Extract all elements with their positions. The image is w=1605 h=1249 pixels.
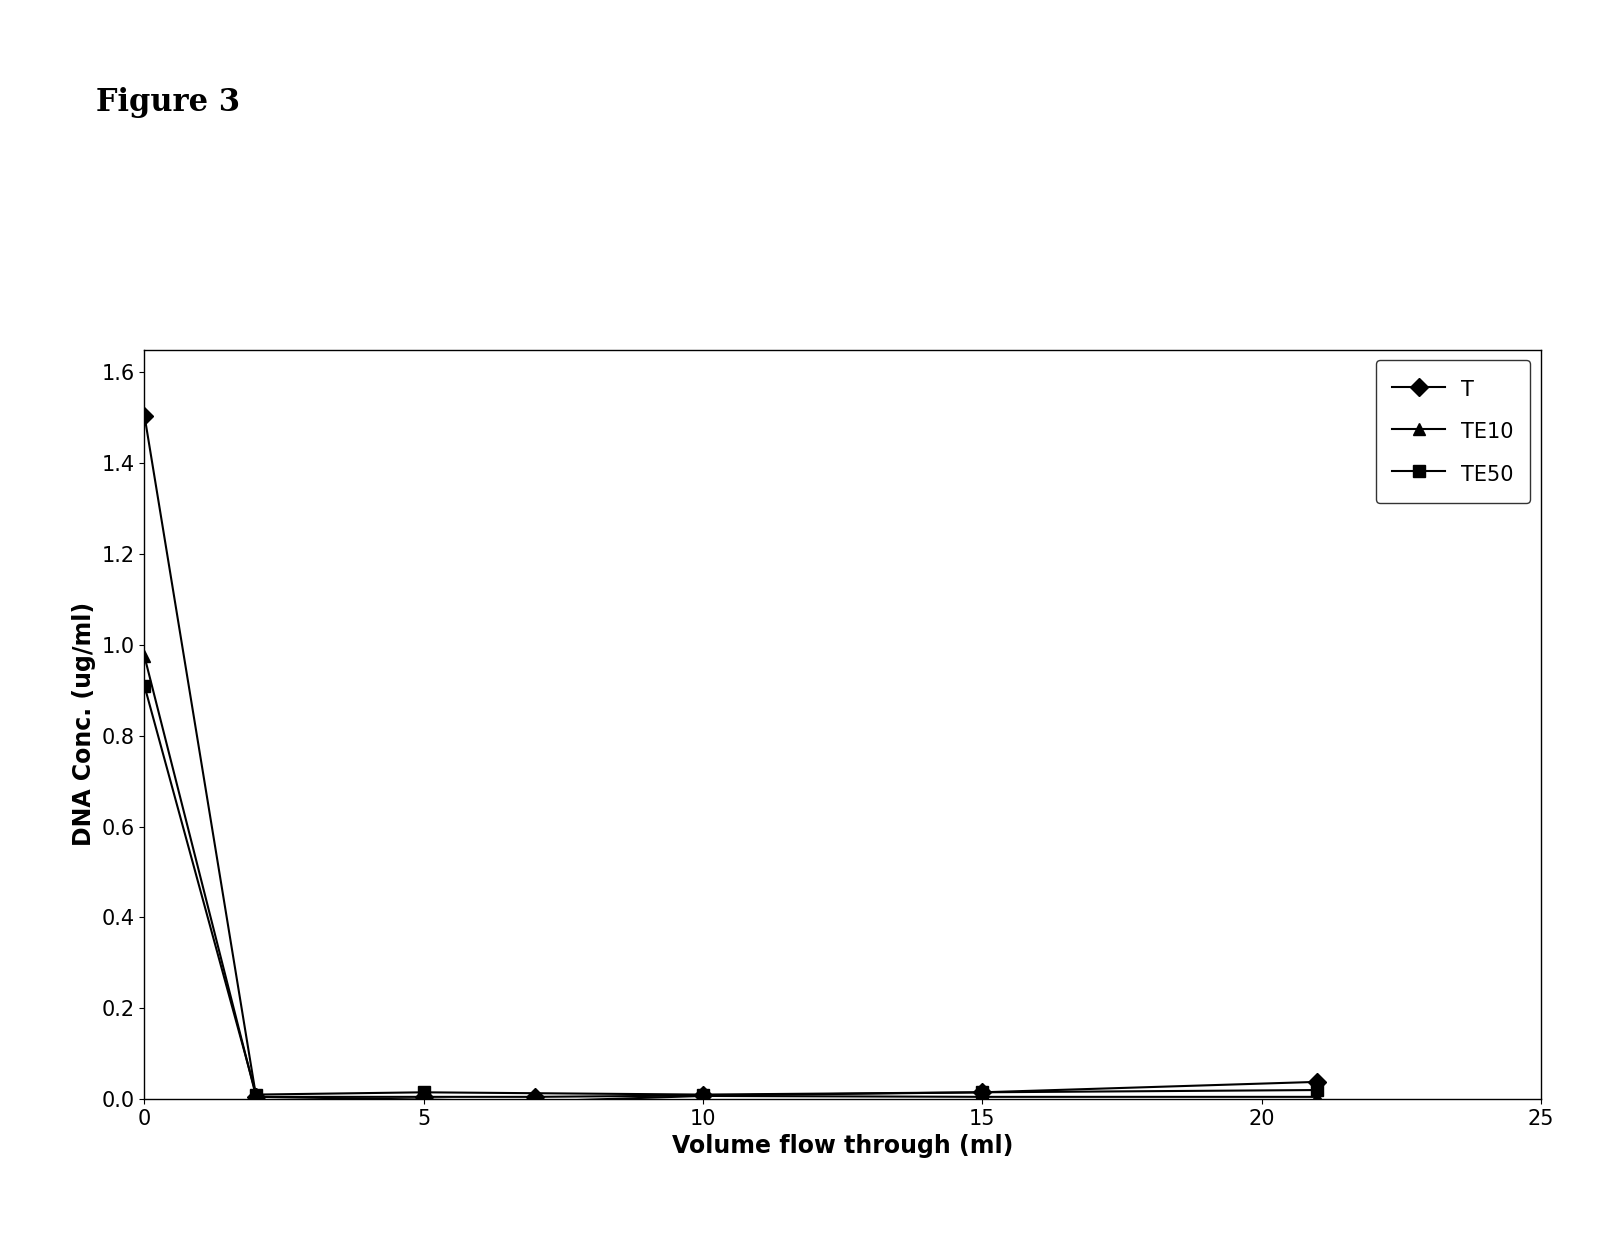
- TE10: [135, 648, 154, 663]
- Line: TE10: TE10: [138, 649, 1324, 1108]
- TE50: [693, 1087, 713, 1102]
- Text: Figure 3: Figure 3: [96, 87, 241, 119]
- TE50: [135, 678, 154, 693]
- X-axis label: Volume flow through (ml): Volume flow through (ml): [672, 1134, 1013, 1158]
- TE10: [526, 1094, 546, 1109]
- TE10: [247, 1089, 266, 1104]
- TE10: [1308, 1089, 1327, 1104]
- T: [247, 1089, 266, 1104]
- T: [526, 1089, 546, 1104]
- Y-axis label: DNA Conc. (ug/ml): DNA Conc. (ug/ml): [72, 602, 96, 847]
- T: [693, 1088, 713, 1103]
- T: [135, 408, 154, 423]
- TE10: [973, 1089, 992, 1104]
- Line: T: T: [138, 410, 1324, 1103]
- TE50: [247, 1087, 266, 1102]
- TE50: [973, 1085, 992, 1100]
- T: [1308, 1074, 1327, 1089]
- T: [973, 1085, 992, 1100]
- TE50: [1308, 1083, 1327, 1098]
- Line: TE50: TE50: [140, 681, 1323, 1100]
- T: [414, 1089, 433, 1104]
- TE50: [414, 1085, 433, 1100]
- Legend: T, TE10, TE50: T, TE10, TE50: [1375, 360, 1531, 503]
- TE10: [693, 1088, 713, 1103]
